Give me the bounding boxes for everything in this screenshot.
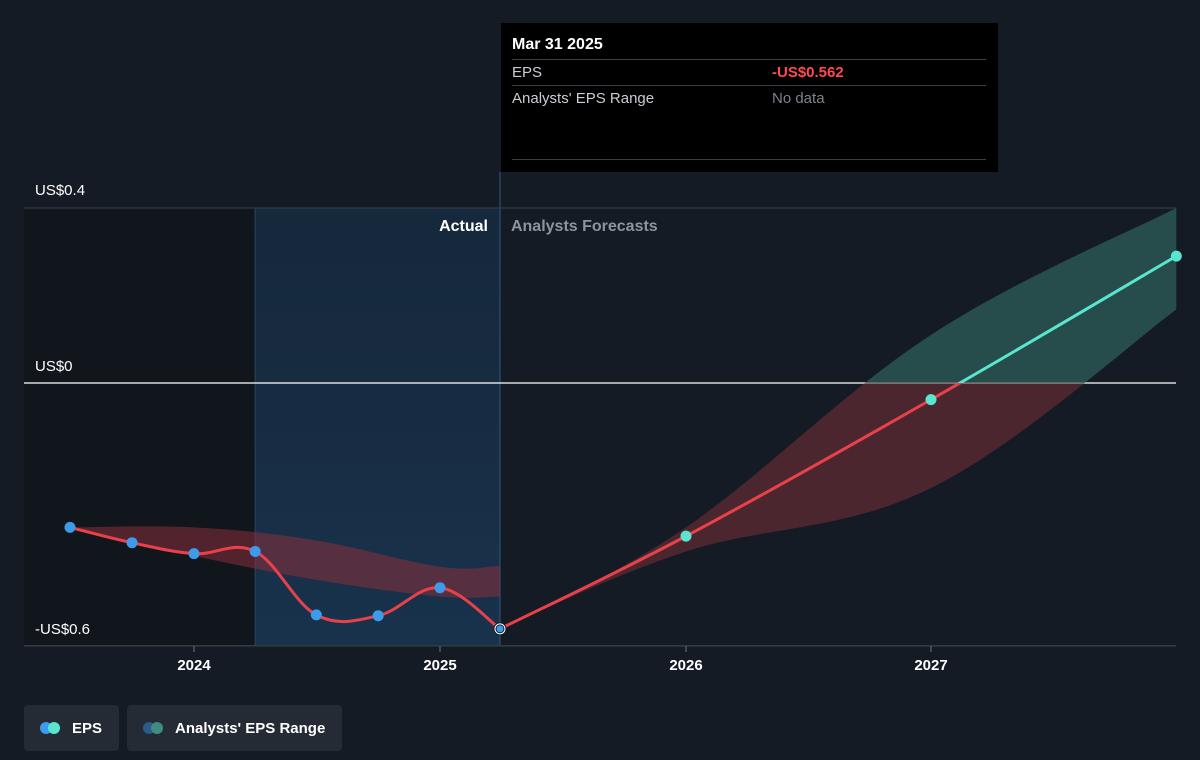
tooltip-divider (512, 159, 986, 160)
eps-point-forecast (925, 394, 937, 406)
tooltip: Mar 31 2025 EPS -US$0.562 Analysts' EPS … (501, 23, 998, 172)
eps-point-forecast (1170, 250, 1182, 262)
forecast-region-label: Analysts Forecasts (511, 218, 658, 235)
eps-legend-icon (40, 722, 60, 734)
legend-eps-label: EPS (72, 719, 103, 737)
legend-item-eps-range[interactable]: Analysts' EPS Range (127, 705, 343, 751)
y-axis-label: -US$0.6 (35, 621, 90, 638)
eps-point-actual (188, 548, 200, 560)
forecast-range-positive (864, 208, 1177, 383)
tooltip-eps-label: EPS (512, 64, 543, 81)
tooltip-range-value: No data (772, 90, 825, 107)
y-axis-label: US$0 (35, 358, 73, 375)
eps-point-actual (434, 582, 446, 594)
legend-item-eps[interactable]: EPS (24, 705, 120, 751)
x-axis-label: 2024 (177, 657, 211, 674)
eps-range-legend-icon (143, 722, 164, 734)
eps-point-highlight-core (496, 625, 504, 633)
x-axis-label: 2025 (423, 657, 456, 674)
eps-forecast-line-negative (499, 383, 963, 631)
tooltip-row-eps: EPS -US$0.562 (512, 59, 986, 85)
past-region (24, 208, 256, 646)
x-axis-label: 2027 (914, 657, 947, 674)
forecast-range-negative (499, 383, 1085, 629)
tooltip-range-label: Analysts' EPS Range (512, 90, 655, 107)
tooltip-date: Mar 31 2025 (512, 36, 603, 53)
eps-point-actual (249, 545, 261, 557)
range-dot-2-icon (151, 722, 164, 734)
tooltip-eps-value: -US$0.562 (772, 64, 844, 81)
y-axis-label: US$0.4 (35, 182, 85, 199)
eps-forecast-line-positive (956, 254, 1178, 383)
actual-range-band (69, 526, 500, 598)
eps-point-actual (64, 521, 76, 533)
tooltip-row-range: Analysts' EPS Range No data (512, 85, 986, 111)
x-axis-label: 2026 (669, 657, 702, 674)
eps-point-actual (126, 537, 138, 549)
eps-forecast-dot-icon (48, 722, 60, 734)
eps-point-actual (310, 609, 322, 621)
actual-region-label: Actual (439, 218, 488, 235)
legend: EPS Analysts' EPS Range (24, 705, 343, 751)
eps-point-forecast (680, 530, 692, 542)
eps-point-actual (372, 610, 384, 622)
legend-range-label: Analysts' EPS Range (175, 719, 326, 737)
